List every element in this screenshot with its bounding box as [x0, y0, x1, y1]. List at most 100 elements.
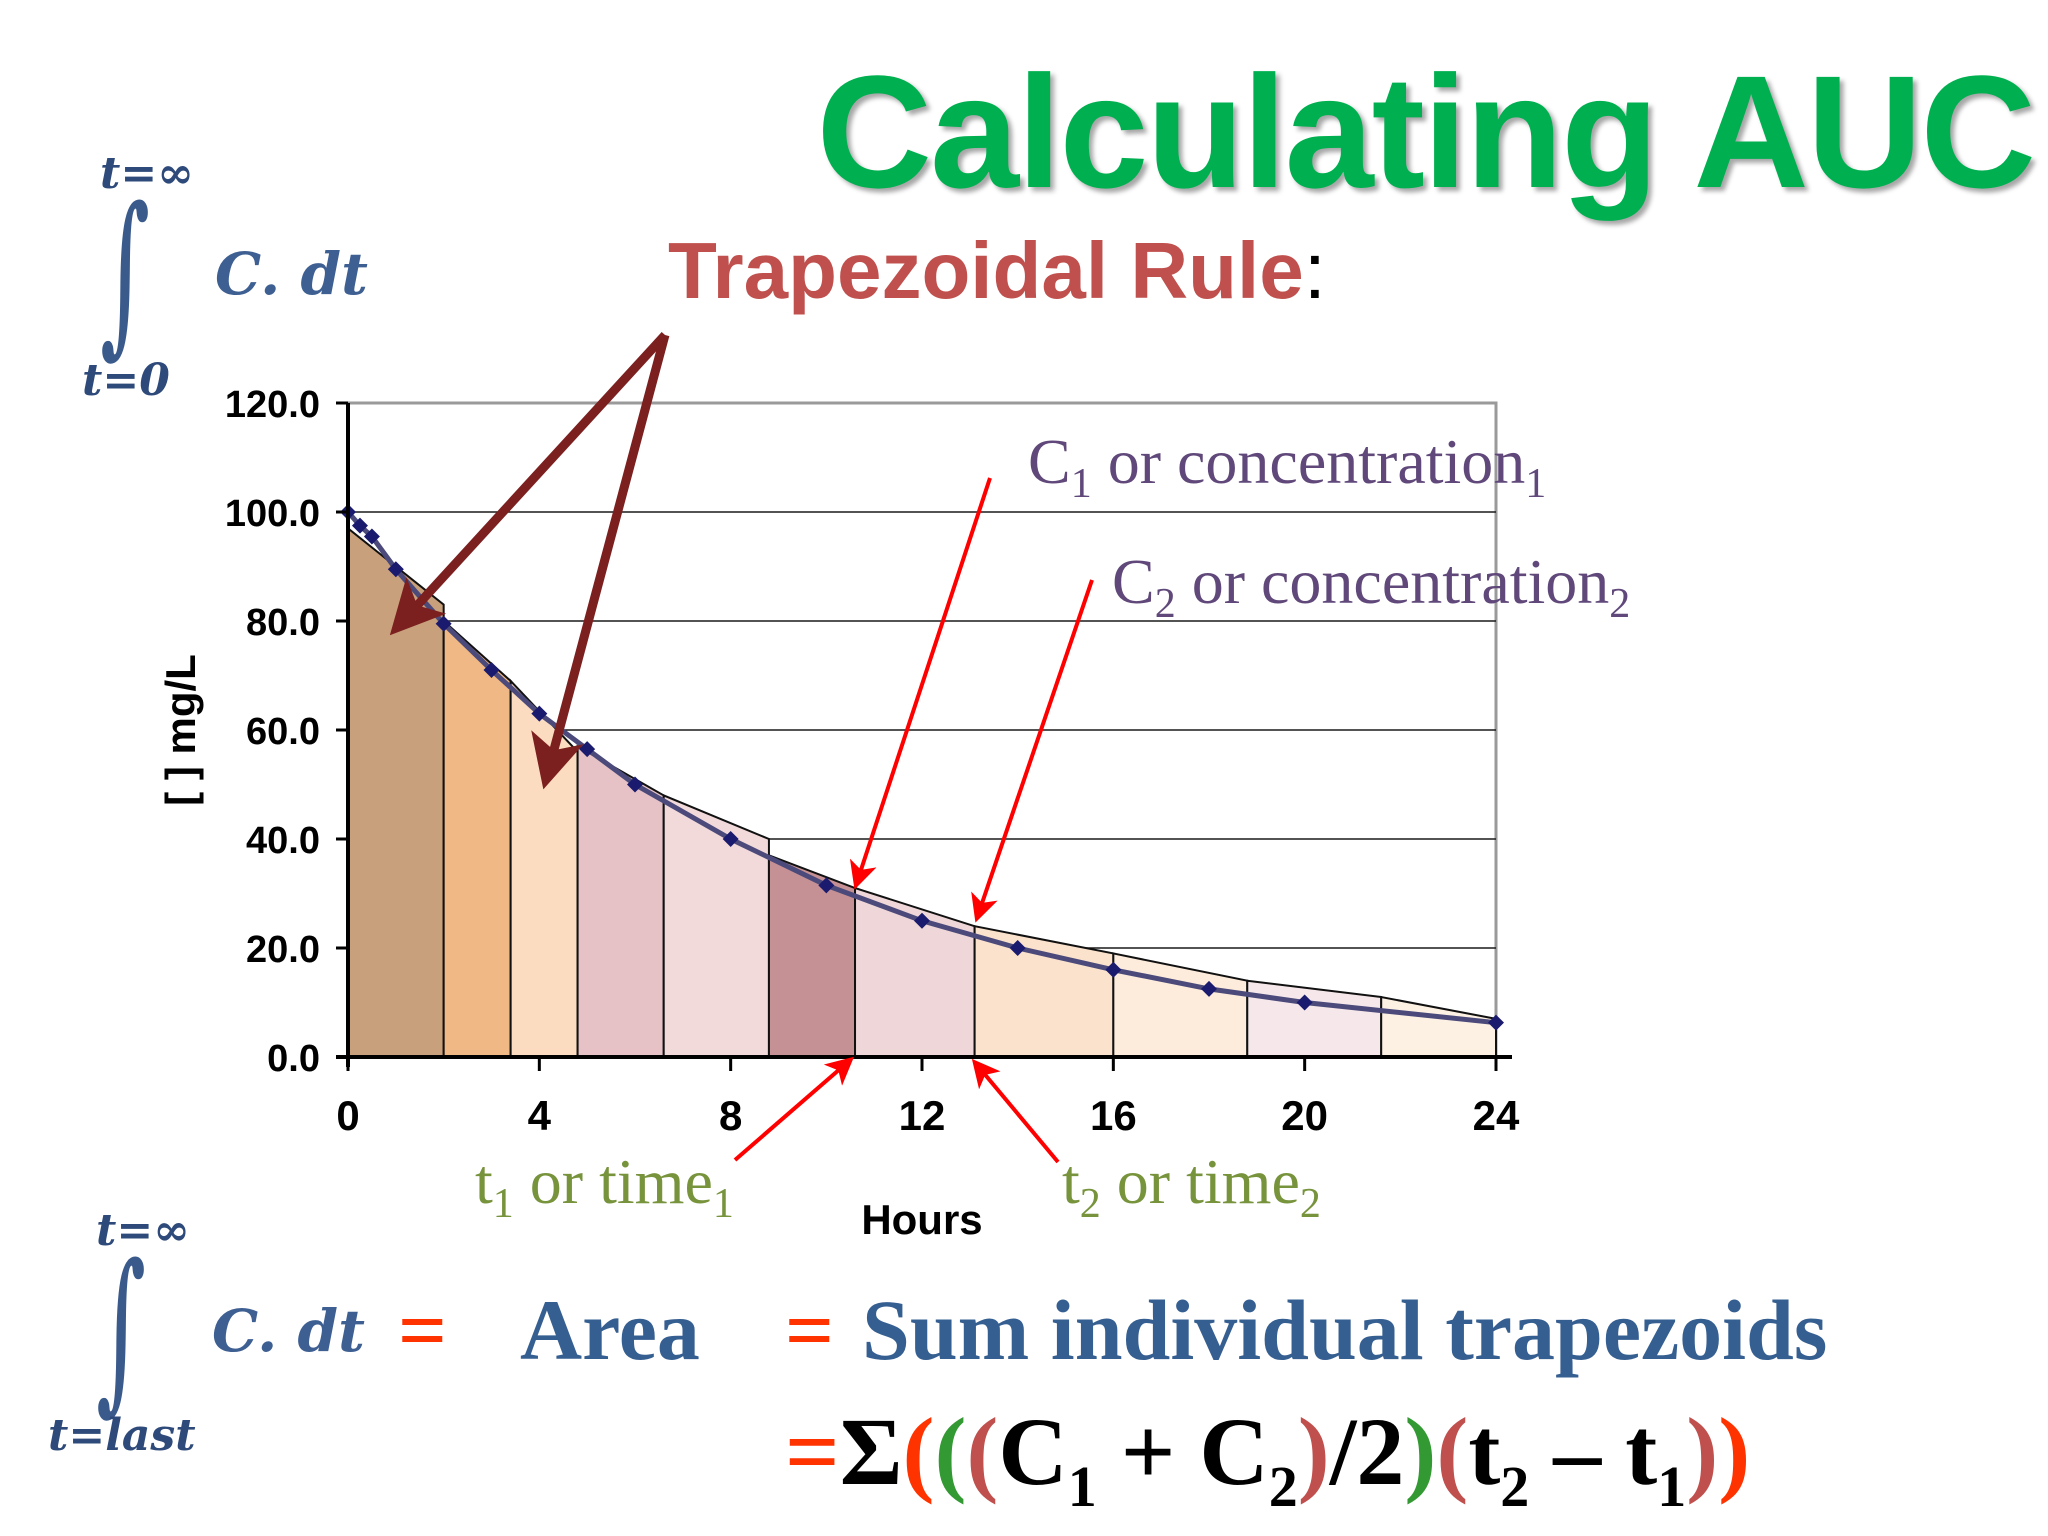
equation-eq1: = [398, 1282, 448, 1378]
c2-symbol: C [1112, 546, 1155, 617]
c1-text-sub: 1 [1525, 461, 1547, 507]
x-tick-label: 8 [719, 1092, 742, 1139]
c2-text-sub: 2 [1609, 581, 1631, 627]
t2-symbol-sub: 2 [1079, 1181, 1101, 1227]
page-title: Calculating AUC [816, 42, 2036, 221]
y-tick-label: 40.0 [246, 820, 320, 862]
data-point [387, 561, 404, 578]
t2-text: or time [1100, 1146, 1300, 1217]
formula-paren-1: ( [902, 1398, 935, 1505]
t1-arrow [733, 1056, 855, 1162]
trapezoid [767, 853, 857, 1058]
x-axis-label: Hours [861, 1196, 982, 1243]
formula-t2-sub: 2 [1500, 1454, 1530, 1519]
formula-minus: – [1529, 1398, 1626, 1505]
t1-text: or time [513, 1146, 713, 1217]
curve-series [340, 504, 1504, 1031]
x-tick-label: 4 [528, 1092, 552, 1139]
formula-div: /2 [1329, 1398, 1405, 1505]
formula-paren-2-close: ) [1404, 1398, 1437, 1505]
y-axis-label: [ ] mg/L [157, 654, 204, 806]
integral-top-sign: ∫ [100, 171, 151, 374]
t1-symbol: t [475, 1146, 493, 1217]
t1-text-sub: 1 [712, 1181, 734, 1227]
integral-bottom-lower-limit: t=last [48, 1410, 196, 1461]
y-tick-label: 120.0 [225, 384, 320, 426]
integral-top-upper-limit: t=∞ [100, 148, 194, 199]
equation-sum-text: Sum individual trapezoids [862, 1282, 1828, 1378]
c2-annotation: C2 or concentration2 [1112, 545, 1630, 628]
subtitle-colon: : [1303, 226, 1326, 315]
trapezoid-arrow-left [389, 331, 669, 636]
formula-paren-1-close: ) [1718, 1398, 1751, 1505]
equation-eq2: = [785, 1282, 835, 1378]
subtitle-text: Trapezoidal Rule [668, 226, 1304, 315]
t1-annotation: t1 or time1 [475, 1145, 734, 1228]
t2-symbol: t [1062, 1146, 1080, 1217]
integral-bottom-upper-limit: t=∞ [96, 1205, 190, 1256]
t1-symbol-sub: 1 [492, 1181, 514, 1227]
data-point [627, 776, 643, 793]
y-tick-label: 0.0 [267, 1038, 320, 1080]
chart-subtitle: Trapezoidal Rule: [668, 225, 1326, 317]
x-tick-label: 16 [1090, 1092, 1137, 1139]
formula-c2-sub: 2 [1268, 1454, 1298, 1519]
x-tick-label: 20 [1281, 1092, 1328, 1139]
y-tick-label: 80.0 [246, 602, 320, 644]
y-tick-label: 60.0 [246, 711, 320, 753]
t2-arrow [971, 1058, 1060, 1164]
y-tick-label: 20.0 [246, 929, 320, 971]
t2-text-sub: 2 [1299, 1181, 1321, 1227]
data-point [1488, 1014, 1504, 1031]
trapezoid [442, 618, 512, 1058]
data-point [363, 528, 380, 545]
formula-t2: t [1468, 1398, 1501, 1505]
data-point [483, 662, 500, 679]
trapezoid-formula: =Σ(((C1 + C2)/2)(t2 – t1)) [785, 1396, 1750, 1520]
formula-paren-3: ( [966, 1398, 999, 1505]
data-point [1009, 940, 1026, 956]
x-tick-label: 0 [336, 1092, 359, 1139]
c2-text: or concentration [1175, 546, 1610, 617]
data-point [531, 705, 548, 722]
integral-bottom-integrand: C. dt [212, 1297, 365, 1365]
data-point [722, 831, 739, 847]
data-point [914, 912, 930, 929]
t2-annotation: t2 or time2 [1062, 1145, 1321, 1228]
c2-symbol-sub: 2 [1154, 581, 1176, 627]
axes [336, 401, 1512, 1071]
y-tick-label: 100.0 [225, 493, 320, 535]
formula-c1-sub: 1 [1067, 1454, 1097, 1519]
formula-sigma: Σ [839, 1398, 903, 1505]
c1-text: or concentration [1091, 426, 1526, 497]
formula-c2: C [1199, 1398, 1269, 1505]
c1-symbol-sub: 1 [1070, 461, 1092, 507]
x-tick-label: 24 [1473, 1092, 1520, 1139]
c1-annotation: C1 or concentration1 [1028, 425, 1546, 508]
c1-arrow [849, 477, 992, 890]
formula-plus: + [1096, 1398, 1200, 1505]
trapezoids [347, 526, 1497, 1058]
formula-t1-sub: 1 [1657, 1454, 1687, 1519]
formula-eq: = [785, 1398, 840, 1505]
integral-top-lower-limit: t=0 [82, 355, 170, 406]
data-point [818, 877, 835, 894]
x-tick-label: 12 [899, 1092, 946, 1139]
annotation-arrows [389, 331, 1094, 1164]
formula-t1: t [1625, 1398, 1658, 1505]
trapezoid-arrow-right [531, 333, 670, 790]
data-point [1105, 961, 1122, 978]
formula-c1: C [998, 1398, 1068, 1505]
integral-bottom-sign: ∫ [96, 1228, 147, 1431]
formula-paren-3-close: ) [1297, 1398, 1330, 1505]
c2-arrow [971, 579, 1094, 923]
data-point [351, 517, 368, 534]
formula-paren-4: ( [1436, 1398, 1469, 1505]
equation-area: Area [520, 1282, 700, 1378]
formula-paren-4-close: ) [1686, 1398, 1719, 1505]
integral-top-integrand: C. dt [215, 240, 368, 308]
data-point [1201, 980, 1217, 997]
formula-paren-2: ( [934, 1398, 967, 1505]
